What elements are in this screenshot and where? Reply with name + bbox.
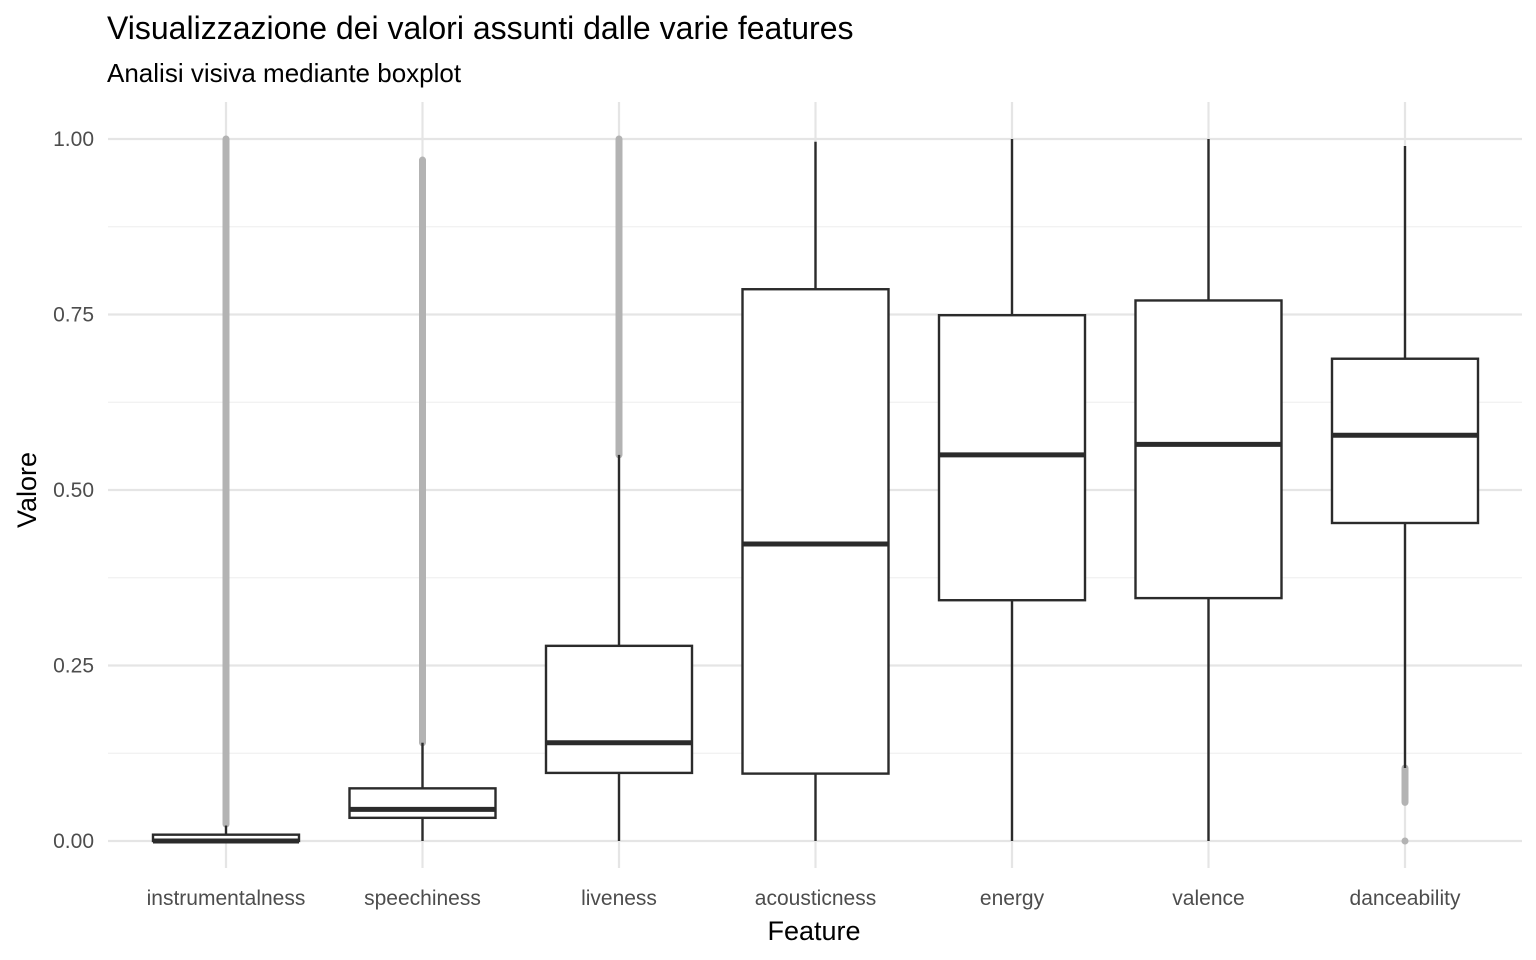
x-tick-label: energy — [980, 887, 1045, 910]
y-axis-ticks: 0.00 0.25 0.50 0.75 1.00 — [53, 128, 94, 853]
y-tick-label: 0.50 — [53, 479, 94, 502]
y-tick-label: 0.75 — [53, 304, 94, 327]
outlier-band — [222, 135, 230, 828]
outlier-band — [419, 156, 426, 747]
box-body — [937, 314, 1087, 602]
box-liveness — [544, 135, 694, 841]
box-speechiness — [348, 156, 497, 841]
chart-title: Visualizzazione dei valori assunti dalle… — [107, 10, 853, 46]
box-body — [348, 787, 497, 820]
chart-subtitle: Analisi visiva mediante boxplot — [107, 58, 462, 88]
x-axis-ticks: instrumentalness speechiness liveness acous… — [147, 887, 1461, 910]
y-tick-label: 1.00 — [53, 128, 94, 151]
box-acousticness — [741, 141, 890, 841]
y-tick-label: 0.25 — [53, 655, 94, 678]
x-tick-label: danceability — [1350, 887, 1461, 910]
x-tick-label: acousticness — [755, 887, 876, 910]
y-axis-title: Valore — [12, 452, 42, 528]
box-body — [1134, 299, 1283, 600]
outlier-band — [615, 135, 623, 459]
box-energy — [937, 139, 1087, 841]
box-instrumentalness — [151, 135, 301, 844]
outlier-point — [1401, 837, 1409, 845]
x-tick-label: speechiness — [364, 887, 481, 910]
boxes-layer — [151, 135, 1480, 845]
box-valence — [1134, 139, 1283, 841]
x-tick-label: instrumentalness — [147, 887, 306, 910]
outlier-band — [1401, 764, 1409, 806]
box-danceability — [1330, 146, 1480, 845]
box-body — [544, 644, 694, 775]
box-body — [741, 288, 890, 775]
x-axis-title: Feature — [767, 916, 860, 946]
x-tick-label: valence — [1172, 887, 1244, 910]
x-tick-label: liveness — [581, 887, 657, 910]
box-body — [1330, 357, 1480, 525]
y-tick-label: 0.00 — [53, 830, 94, 853]
